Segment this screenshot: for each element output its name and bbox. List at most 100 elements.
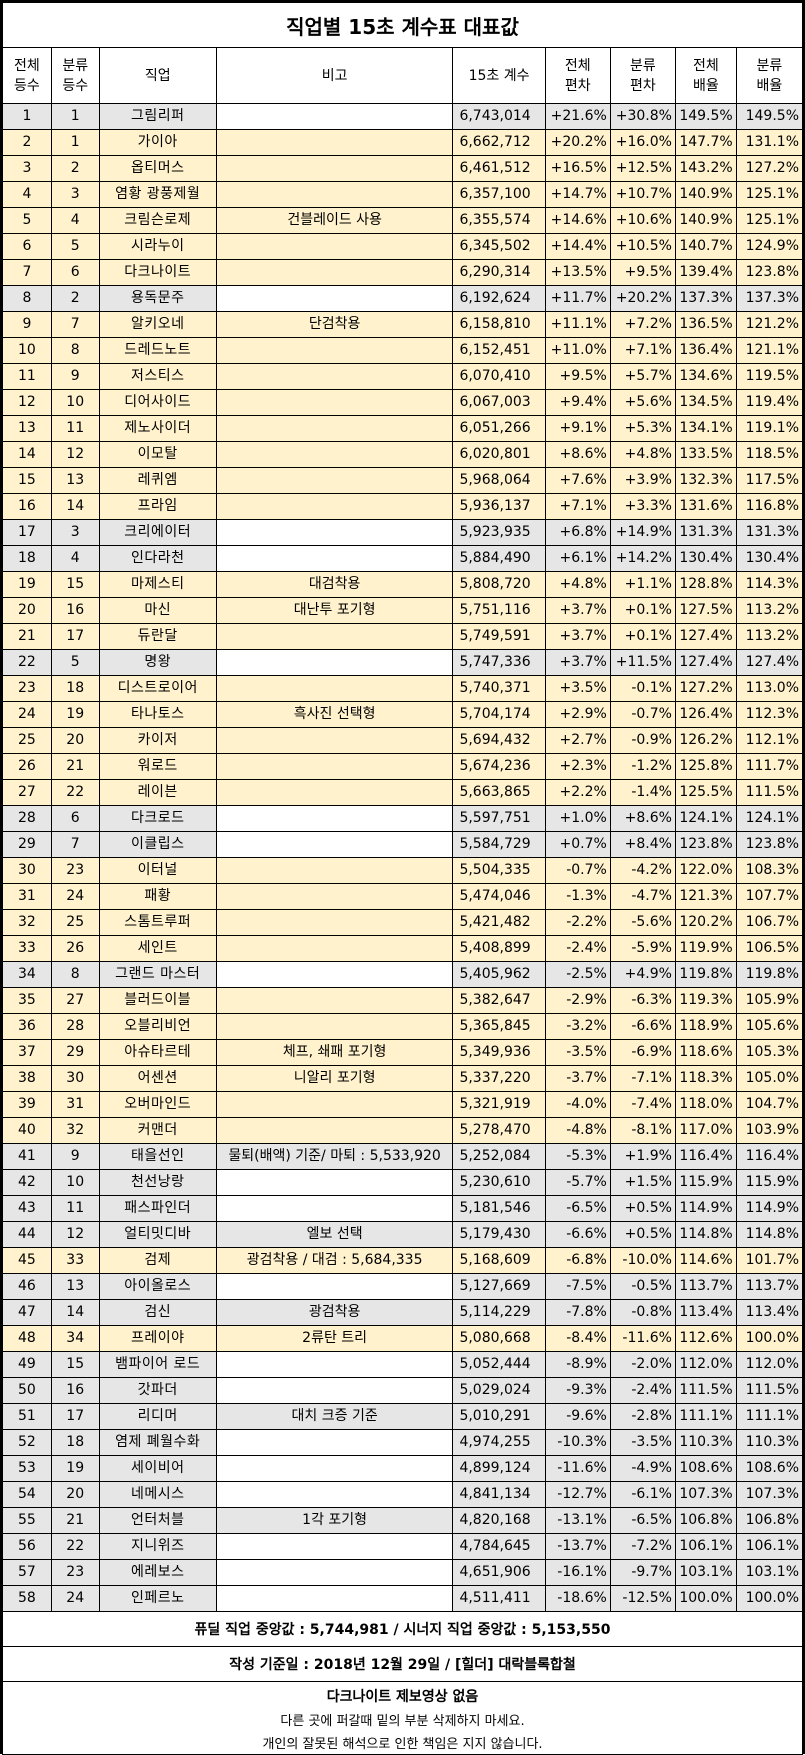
score-cell: 6,345,502 xyxy=(452,233,546,260)
rank-total-cell: 25 xyxy=(2,727,52,754)
job-name-cell: 레퀴엠 xyxy=(98,467,217,494)
dev-total-cell: -9.3% xyxy=(544,1377,611,1404)
dev-class-cell: -6.9% xyxy=(609,1039,676,1066)
note-cell xyxy=(215,987,454,1014)
dev-total-cell: -10.3% xyxy=(544,1429,611,1456)
job-name-cell: 커맨더 xyxy=(98,1117,217,1144)
mult-class-cell: 121.1% xyxy=(735,337,804,364)
dev-class-cell: -8.1% xyxy=(609,1117,676,1144)
dev-class-cell: -4.9% xyxy=(609,1455,676,1482)
table-row: 50 16 갓파더 5,029,024 -9.3% -2.4% 111.5% 111.5% xyxy=(2,1377,804,1404)
rank-total-cell: 48 xyxy=(2,1325,52,1352)
dev-total-cell: -8.4% xyxy=(544,1325,611,1352)
note-cell xyxy=(215,805,454,832)
score-cell: 5,252,084 xyxy=(452,1143,546,1170)
rank-total-cell: 28 xyxy=(2,805,52,832)
rank-class-cell: 17 xyxy=(50,623,100,650)
table-row: 44 12 얼티밋디바 엘보 선택 5,179,430 -6.6% +0.5% 114.8% 1… xyxy=(2,1221,804,1248)
rank-total-cell: 21 xyxy=(2,623,52,650)
job-name-cell: 얼티밋디바 xyxy=(98,1221,217,1248)
rank-total-cell: 15 xyxy=(2,467,52,494)
score-cell: 6,051,266 xyxy=(452,415,546,442)
job-name-cell: 마제스티 xyxy=(98,571,217,598)
dev-class-cell: +0.5% xyxy=(609,1221,676,1248)
table-row: 35 27 블러드이블 5,382,647 -2.9% -6.3% 119.3% 105.9% xyxy=(2,987,804,1014)
dev-total-cell: +9.1% xyxy=(544,415,611,442)
rank-total-cell: 45 xyxy=(2,1247,52,1274)
dev-total-cell: -6.5% xyxy=(544,1195,611,1222)
mult-class-cell: 119.5% xyxy=(735,363,804,390)
rank-total-cell: 3 xyxy=(2,155,52,182)
rank-class-cell: 10 xyxy=(50,1169,100,1196)
dev-class-cell: -2.8% xyxy=(609,1403,676,1430)
score-cell: 6,662,712 xyxy=(452,129,546,156)
dev-total-cell: -7.8% xyxy=(544,1299,611,1326)
rank-class-cell: 26 xyxy=(50,935,100,962)
score-cell: 5,663,865 xyxy=(452,779,546,806)
mult-total-cell: 118.3% xyxy=(674,1065,737,1092)
mult-class-cell: 107.3% xyxy=(735,1481,804,1508)
note-cell xyxy=(215,155,454,182)
mult-total-cell: 133.5% xyxy=(674,441,737,468)
dev-total-cell: +6.8% xyxy=(544,519,611,546)
note-cell xyxy=(215,103,454,130)
dev-class-cell: +8.4% xyxy=(609,831,676,858)
note-cell xyxy=(215,233,454,260)
job-name-cell: 저스티스 xyxy=(98,363,217,390)
dev-class-cell: +10.6% xyxy=(609,207,676,234)
dev-class-cell: +3.9% xyxy=(609,467,676,494)
mult-class-cell: 131.1% xyxy=(735,129,804,156)
dev-class-cell: +10.5% xyxy=(609,233,676,260)
note-cell xyxy=(215,129,454,156)
score-cell: 5,278,470 xyxy=(452,1117,546,1144)
mult-class-cell: 127.2% xyxy=(735,155,804,182)
table-row: 31 24 패황 5,474,046 -1.3% -4.7% 121.3% 107.7% xyxy=(2,883,804,910)
rank-total-cell: 47 xyxy=(2,1299,52,1326)
table-row: 28 6 다크로드 5,597,751 +1.0% +8.6% 124.1% 124.1% xyxy=(2,805,804,832)
mult-class-cell: 124.9% xyxy=(735,233,804,260)
table-row: 40 32 커맨더 5,278,470 -4.8% -8.1% 117.0% 103.9% xyxy=(2,1117,804,1144)
job-name-cell: 타나토스 xyxy=(98,701,217,728)
note-cell: 체프, 쇄패 포기형 xyxy=(215,1039,454,1066)
dev-total-cell: -6.8% xyxy=(544,1247,611,1274)
rank-total-cell: 26 xyxy=(2,753,52,780)
score-cell: 6,067,003 xyxy=(452,389,546,416)
mult-total-cell: 121.3% xyxy=(674,883,737,910)
note-cell xyxy=(215,753,454,780)
mult-total-cell: 149.5% xyxy=(674,103,737,130)
table-row: 10 8 드레드노트 6,152,451 +11.0% +7.1% 136.4% 121.1% xyxy=(2,337,804,364)
job-name-cell: 그림리퍼 xyxy=(98,103,217,130)
table-row: 54 20 네메시스 4,841,134 -12.7% -6.1% 107.3% 107.3% xyxy=(2,1481,804,1508)
mult-class-cell: 131.3% xyxy=(735,519,804,546)
note-cell xyxy=(215,623,454,650)
dev-total-cell: +3.5% xyxy=(544,675,611,702)
rank-class-cell: 8 xyxy=(50,961,100,988)
job-name-cell: 네메시스 xyxy=(98,1481,217,1508)
note-cell xyxy=(215,545,454,572)
dev-total-cell: +11.0% xyxy=(544,337,611,364)
header-dev-class: 분류 편차 xyxy=(609,47,676,104)
rank-class-cell: 19 xyxy=(50,1455,100,1482)
mult-total-cell: 131.3% xyxy=(674,519,737,546)
dev-total-cell: -5.7% xyxy=(544,1169,611,1196)
score-cell: 5,474,046 xyxy=(452,883,546,910)
job-name-cell: 언터처블 xyxy=(98,1507,217,1534)
rank-class-cell: 12 xyxy=(50,1221,100,1248)
dev-total-cell: +3.7% xyxy=(544,623,611,650)
note-cell xyxy=(215,883,454,910)
dev-class-cell: +14.9% xyxy=(609,519,676,546)
header-rank-total: 전체 등수 xyxy=(2,47,52,104)
table-row: 47 14 검신 광검착용 5,114,229 -7.8% -0.8% 113.4% 113.4… xyxy=(2,1299,804,1326)
note-cell xyxy=(215,519,454,546)
dev-class-cell: -5.9% xyxy=(609,935,676,962)
dev-total-cell: -18.6% xyxy=(544,1585,611,1612)
dev-class-cell: -0.7% xyxy=(609,701,676,728)
score-cell: 6,743,014 xyxy=(452,103,546,130)
mult-class-cell: 110.3% xyxy=(735,1429,804,1456)
rank-class-cell: 2 xyxy=(50,155,100,182)
rank-class-cell: 15 xyxy=(50,1351,100,1378)
mult-total-cell: 111.1% xyxy=(674,1403,737,1430)
rank-class-cell: 32 xyxy=(50,1117,100,1144)
rank-total-cell: 50 xyxy=(2,1377,52,1404)
dev-class-cell: -1.2% xyxy=(609,753,676,780)
